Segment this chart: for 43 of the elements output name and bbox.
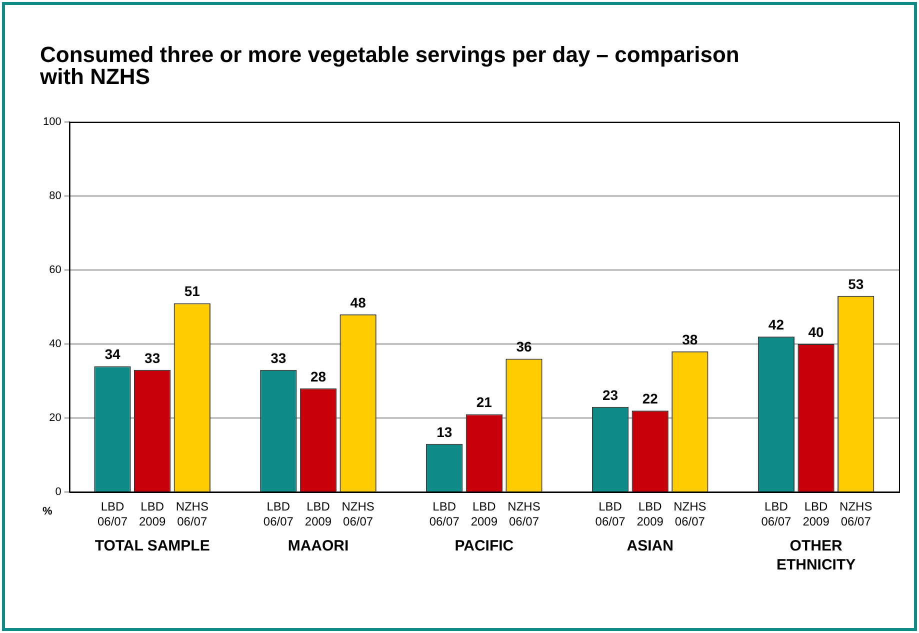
y-tick-label: 0 [55, 486, 62, 498]
series-label: LBD 06/07 [97, 499, 128, 528]
text: LBD 2009 [470, 499, 498, 528]
data-label: 33 [144, 350, 160, 366]
y-tick-label: 80 [49, 190, 62, 202]
x-tick-label: TOTAL SAMPLE [94, 538, 210, 555]
text: LBD 2009 [304, 499, 332, 528]
y-axis-title: % [42, 506, 52, 518]
data-label: 36 [516, 338, 532, 355]
data-label: 38 [682, 331, 698, 348]
data-label: 13 [436, 424, 452, 440]
data-label: 40 [808, 324, 824, 340]
series-label: NZHS 06/07 [176, 499, 208, 528]
data-label: 42 [768, 316, 784, 332]
x-tick-label: ASIAN [626, 538, 674, 555]
x-tick-label: PACIFIC [454, 538, 514, 555]
text: NZHS 06/07 [342, 499, 374, 528]
text: LBD 06/07 [429, 499, 460, 528]
data-label: 28 [310, 368, 326, 384]
text: LBD 2009 [802, 499, 830, 528]
x-tick-label: MAAORI [288, 538, 349, 555]
text: NZHS 06/07 [508, 499, 540, 528]
data-label: 34 [104, 346, 120, 362]
y-tick-label: 20 [49, 412, 62, 424]
text: LBD 2009 [636, 499, 664, 528]
data-label: 23 [602, 386, 618, 403]
data-label: 22 [642, 390, 658, 406]
text: LBD 06/07 [595, 499, 626, 528]
data-label: 21 [476, 394, 492, 410]
y-tick-label: 60 [49, 264, 62, 276]
x-tick-label: OTHER ETHNICITY [776, 538, 856, 574]
data-label: 53 [848, 276, 864, 292]
y-tick-label: 100 [42, 116, 62, 128]
y-tick-label: 40 [49, 338, 62, 350]
text: NZHS 06/07 [840, 499, 872, 528]
chart-title: Consumed three or more vegetable servings per day – comparison with NZHS [40, 42, 740, 89]
data-label: 48 [350, 294, 366, 310]
text: NZHS 06/07 [674, 499, 706, 528]
series-label: LBD 2009 [138, 499, 166, 528]
text: LBD 06/07 [263, 499, 294, 528]
text: LBD 06/07 [761, 499, 792, 528]
data-label: 33 [270, 350, 286, 366]
data-label: 51 [184, 283, 200, 300]
